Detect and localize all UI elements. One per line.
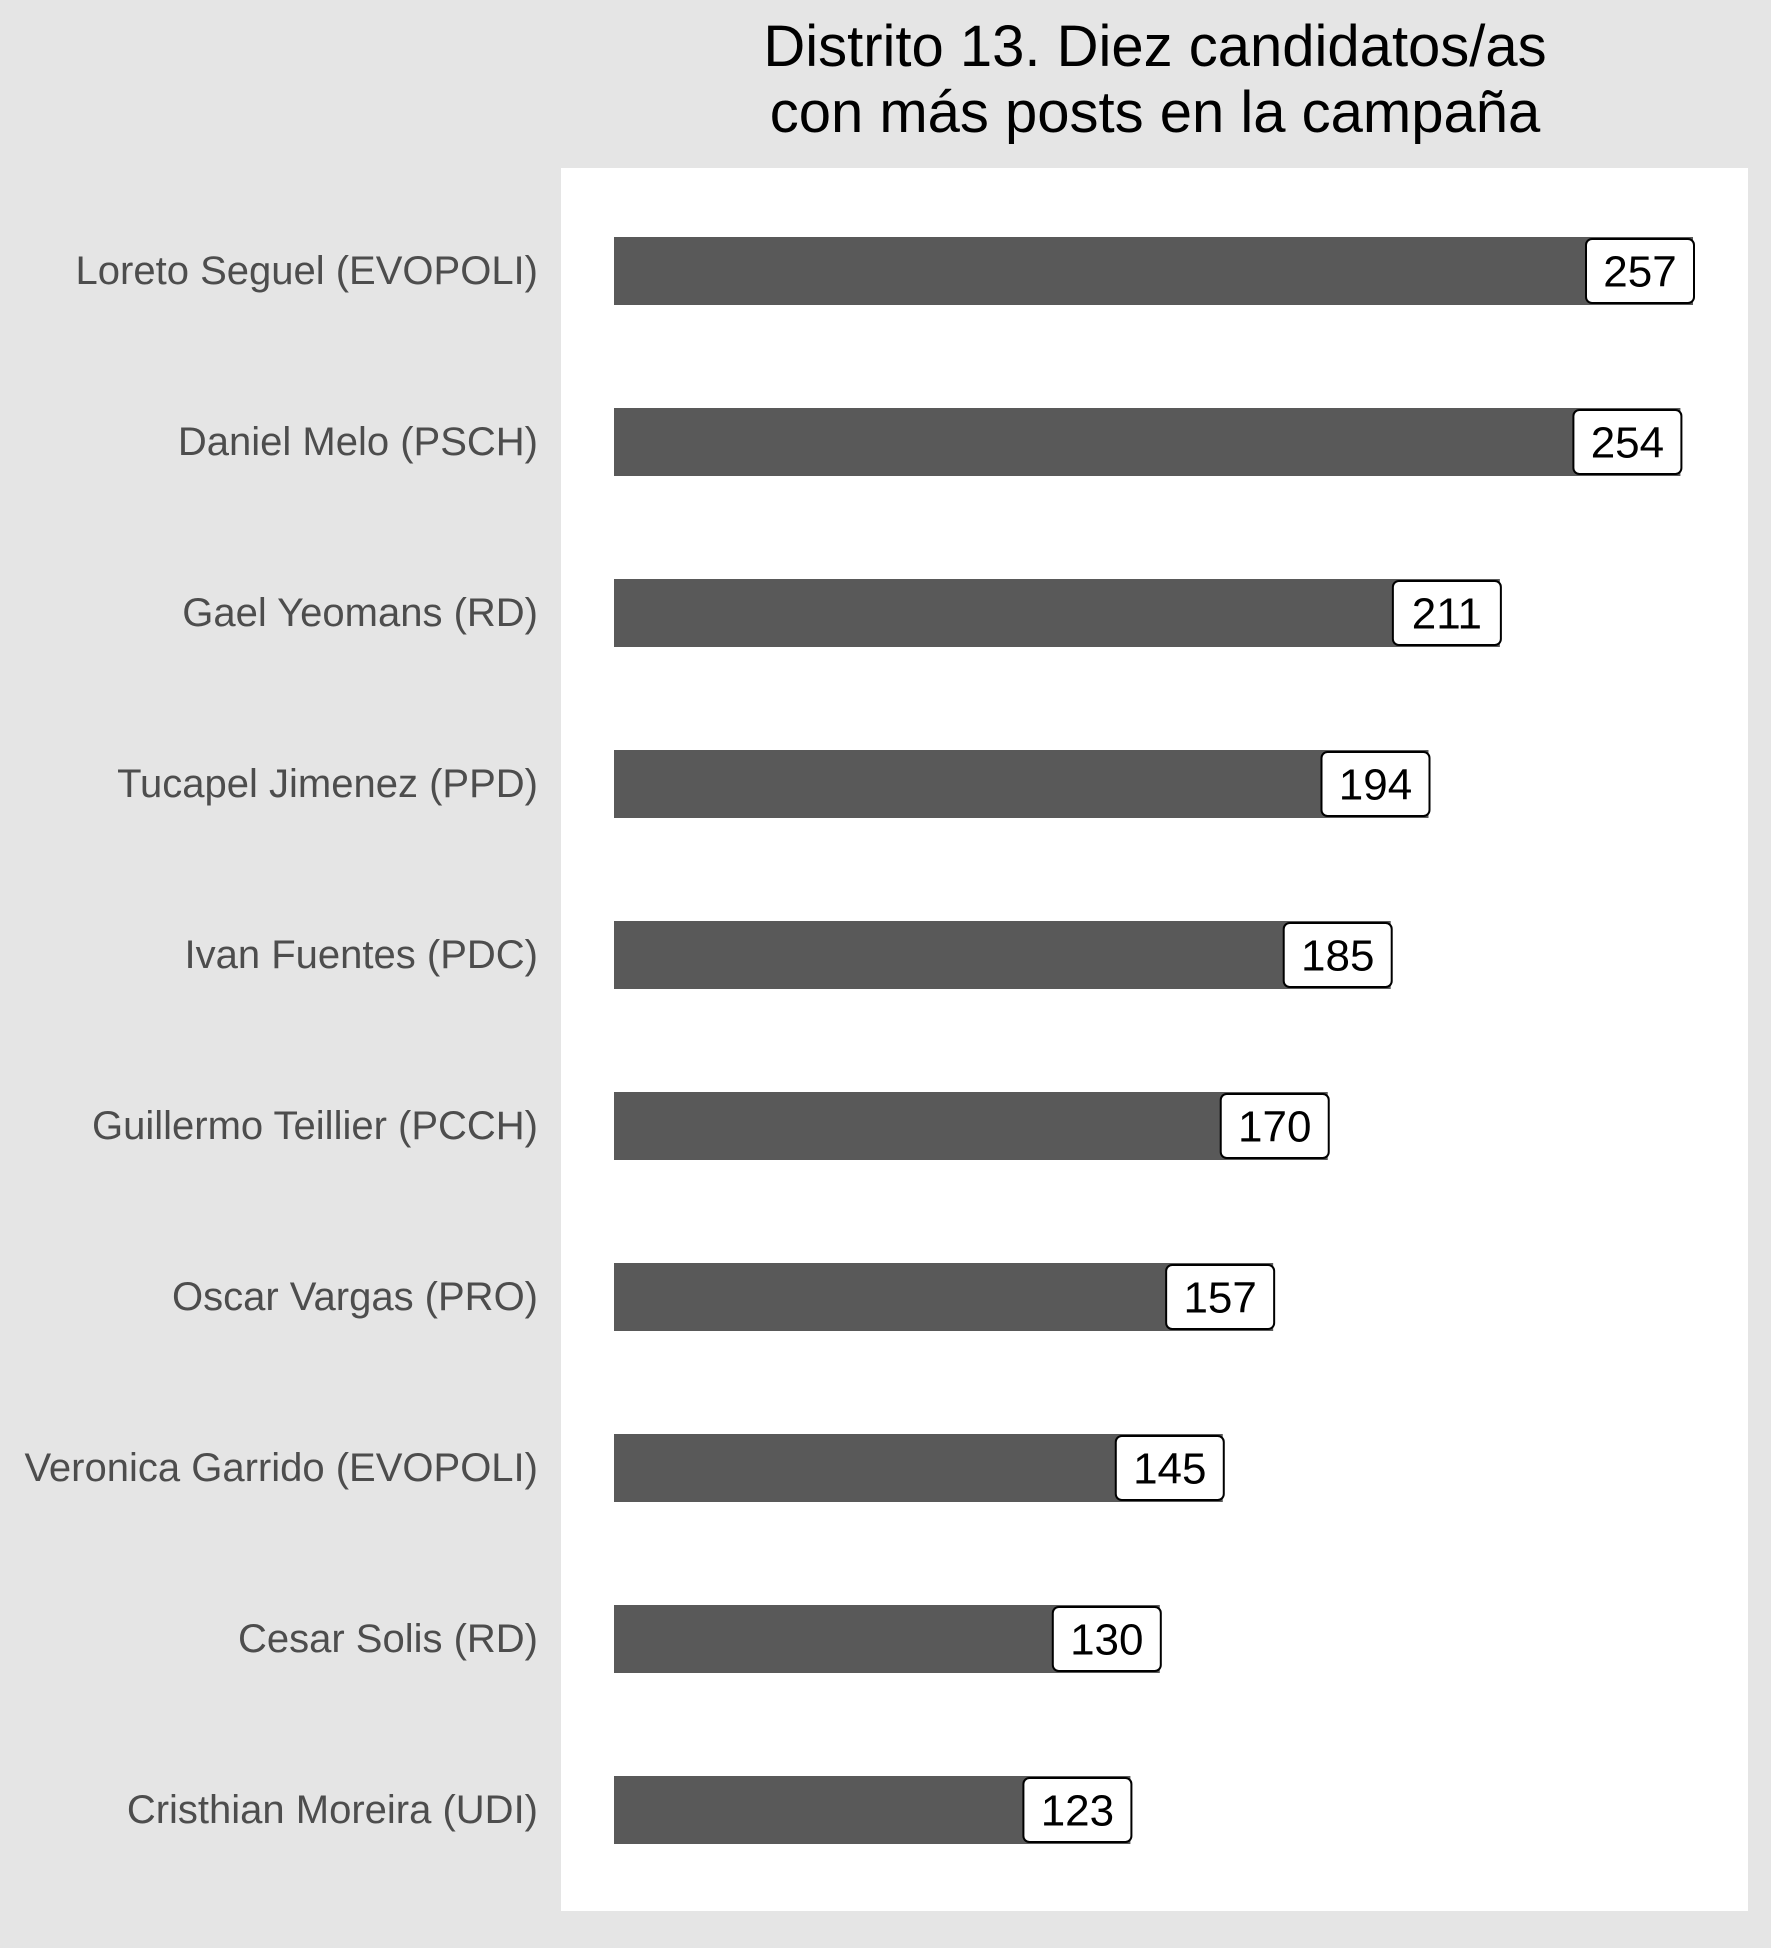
category-label: Ivan Fuentes (PDC) xyxy=(185,933,538,977)
category-label: Loreto Seguel (EVOPOLI) xyxy=(76,249,538,293)
data-label-box xyxy=(1051,1606,1162,1672)
data-label-box xyxy=(1114,1435,1225,1501)
data-label-box xyxy=(1391,580,1502,646)
bar xyxy=(614,1092,1328,1160)
category-label: Oscar Vargas (PRO) xyxy=(172,1275,538,1319)
bar xyxy=(614,237,1693,305)
category-label: Daniel Melo (PSCH) xyxy=(178,420,538,464)
data-label-box xyxy=(1572,409,1683,475)
data-label-box xyxy=(1585,238,1695,304)
data-label: 185 xyxy=(1301,932,1374,981)
category-label: Tucapel Jimenez (PPD) xyxy=(117,762,538,806)
data-label-box xyxy=(1165,1264,1276,1330)
category-label: Cristhian Moreira (UDI) xyxy=(127,1788,538,1832)
category-label: Cesar Solis (RD) xyxy=(238,1617,538,1661)
bar xyxy=(614,408,1681,476)
bar xyxy=(614,921,1391,989)
data-label: 194 xyxy=(1339,761,1412,810)
data-label: 130 xyxy=(1070,1616,1143,1665)
data-label-box xyxy=(1219,1093,1330,1159)
category-label: Gael Yeomans (RD) xyxy=(182,591,538,635)
category-label: Guillermo Teillier (PCCH) xyxy=(92,1104,538,1148)
data-label: 254 xyxy=(1591,419,1664,468)
bars-layer: Loreto Seguel (EVOPOLI) 257 Daniel Melo (P… xyxy=(24,237,1695,1844)
chart-title-line-1: Distrito 13. Diez candidatos/as xyxy=(763,14,1547,79)
data-label: 157 xyxy=(1183,1274,1256,1323)
bar xyxy=(614,579,1500,647)
data-label-box xyxy=(1022,1777,1133,1843)
data-label: 257 xyxy=(1603,248,1676,297)
data-label-box xyxy=(1282,922,1393,988)
chart-title: Distrito 13. Diez candidatos/as con más … xyxy=(560,14,1750,146)
bar xyxy=(614,1263,1274,1331)
data-label: 211 xyxy=(1412,590,1482,639)
data-label-box xyxy=(1320,751,1431,817)
data-label: 170 xyxy=(1238,1103,1311,1152)
data-label: 145 xyxy=(1133,1445,1206,1494)
data-label: 123 xyxy=(1041,1787,1114,1836)
bar xyxy=(614,750,1429,818)
chart-title-line-2: con más posts en la campaña xyxy=(769,80,1541,145)
category-label: Veronica Garrido (EVOPOLI) xyxy=(24,1446,538,1490)
